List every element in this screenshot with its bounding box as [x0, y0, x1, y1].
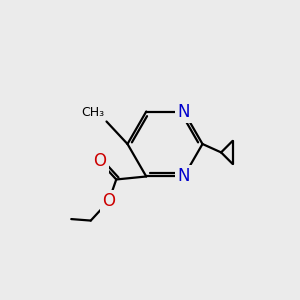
Text: N: N: [178, 103, 190, 121]
Text: N: N: [178, 167, 190, 185]
Text: CH₃: CH₃: [81, 106, 104, 119]
Text: O: O: [93, 152, 106, 170]
Text: O: O: [102, 192, 115, 210]
